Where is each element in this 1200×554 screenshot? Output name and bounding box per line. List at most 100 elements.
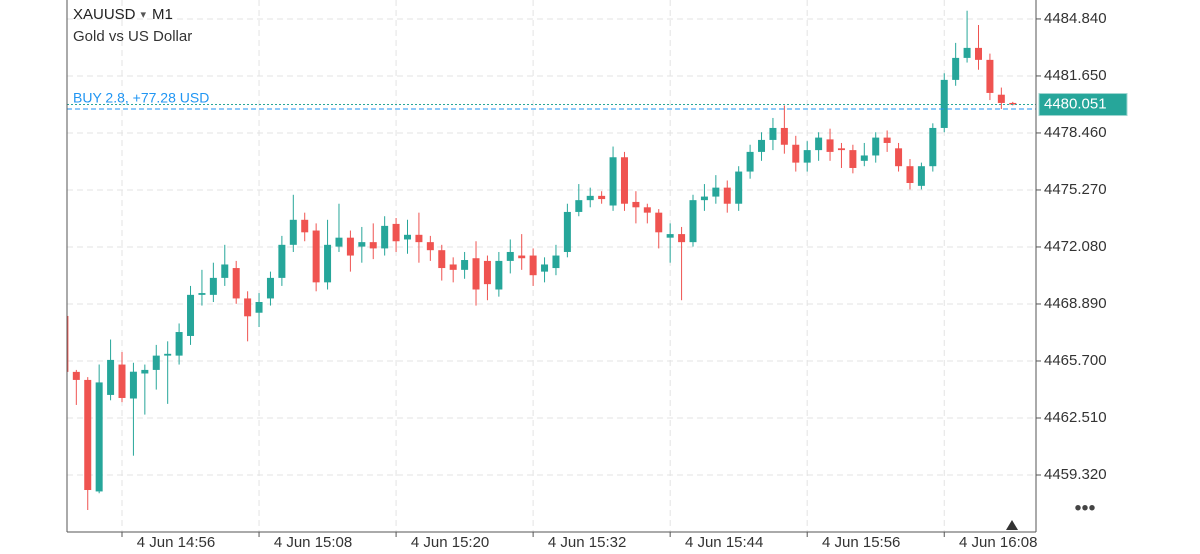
candle-body bbox=[266, 277, 274, 299]
candle-body bbox=[67, 315, 69, 372]
candle-body bbox=[586, 195, 594, 201]
x-tick-label: 4 Jun 15:32 bbox=[548, 534, 626, 551]
y-tick-label: 4462.510 bbox=[1044, 409, 1107, 426]
candle-body bbox=[860, 155, 868, 161]
candle-body bbox=[164, 353, 172, 356]
candle-body bbox=[929, 127, 937, 167]
candle-body bbox=[449, 264, 457, 270]
candle-body bbox=[917, 166, 925, 186]
candle-body bbox=[940, 79, 948, 128]
candle-body bbox=[72, 371, 80, 380]
candle-body bbox=[837, 148, 845, 151]
candle-body bbox=[506, 251, 514, 261]
candle-body bbox=[529, 255, 537, 276]
candle-body bbox=[404, 234, 411, 240]
candle-body bbox=[244, 298, 252, 317]
candle-body bbox=[609, 157, 617, 206]
y-tick-label: 4465.700 bbox=[1044, 352, 1107, 369]
candle-body bbox=[518, 255, 526, 259]
more-menu[interactable]: ••• bbox=[1074, 497, 1095, 519]
candle-body bbox=[541, 264, 549, 272]
candle-body bbox=[575, 200, 583, 212]
candle-body bbox=[620, 157, 628, 204]
candle-body bbox=[872, 137, 880, 156]
candle-body bbox=[209, 277, 217, 295]
candle-body bbox=[666, 234, 674, 238]
candle-body bbox=[906, 166, 914, 183]
candle-body bbox=[118, 364, 126, 398]
candle-body bbox=[358, 242, 366, 247]
candle-body bbox=[95, 382, 103, 492]
x-tick-label: 4 Jun 15:56 bbox=[822, 534, 900, 551]
position-label: BUY 2.8, +77.28 USD bbox=[73, 90, 209, 106]
candle-body bbox=[107, 359, 115, 395]
x-tick-label: 4 Jun 15:08 bbox=[274, 534, 352, 551]
candle-body bbox=[700, 196, 708, 201]
candles bbox=[67, 10, 1036, 511]
candle-body bbox=[346, 237, 354, 256]
candle-body bbox=[735, 171, 743, 204]
candle-body bbox=[952, 57, 960, 80]
candle-body bbox=[963, 47, 971, 58]
header-line: XAUUSD ▾ M1 bbox=[73, 6, 173, 23]
candle-body bbox=[221, 264, 229, 278]
candle-body bbox=[198, 293, 206, 295]
candle-body bbox=[758, 139, 766, 152]
symbol: XAUUSD bbox=[73, 6, 136, 23]
candle-body bbox=[129, 371, 137, 399]
grid bbox=[67, 0, 1036, 532]
candle-body bbox=[335, 237, 343, 247]
candle-body bbox=[689, 200, 697, 243]
candle-body bbox=[461, 260, 469, 270]
dropdown-caret[interactable]: ▾ bbox=[141, 9, 147, 21]
candle-body bbox=[826, 139, 834, 152]
axes: 4459.320 4462.510 4465.700 4468.890 4472.080… bbox=[121, 10, 1107, 551]
candle-body bbox=[301, 219, 309, 233]
candle-body bbox=[643, 207, 651, 213]
candle-body bbox=[472, 258, 480, 290]
candle-body bbox=[232, 268, 240, 299]
candle-body bbox=[598, 195, 606, 200]
candle-body bbox=[986, 59, 994, 93]
candle-body bbox=[769, 127, 777, 140]
y-tick-label: 4459.320 bbox=[1044, 466, 1107, 483]
current-time-marker bbox=[1006, 520, 1018, 530]
candle-body bbox=[815, 137, 823, 151]
candle-body bbox=[803, 150, 811, 163]
candle-body bbox=[175, 332, 183, 356]
y-tick-label: 4484.840 bbox=[1044, 10, 1107, 27]
x-tick-label: 4 Jun 15:44 bbox=[685, 534, 763, 551]
timeframe[interactable]: M1 bbox=[152, 6, 173, 23]
candle-body bbox=[792, 144, 800, 163]
candle-body bbox=[278, 244, 286, 278]
candle-body bbox=[746, 151, 754, 172]
candle-body bbox=[324, 244, 332, 283]
candle-body bbox=[392, 223, 400, 242]
y-tick-label: 4478.460 bbox=[1044, 124, 1107, 141]
candle-body bbox=[426, 242, 434, 251]
candle-body bbox=[289, 219, 297, 245]
candle-body bbox=[369, 242, 377, 249]
candle-body bbox=[1009, 102, 1017, 105]
candle-body bbox=[141, 369, 149, 374]
candle-body bbox=[712, 187, 720, 197]
x-tick-label: 4 Jun 14:56 bbox=[137, 534, 215, 551]
last-price-label: 4480.051 bbox=[1044, 95, 1107, 112]
x-tick-label: 4 Jun 15:20 bbox=[411, 534, 489, 551]
candle-body bbox=[723, 187, 731, 204]
candle-body bbox=[84, 379, 92, 491]
candle-body bbox=[975, 47, 982, 60]
candle-body bbox=[438, 250, 446, 269]
candle-body bbox=[632, 201, 640, 208]
candle-body bbox=[552, 255, 560, 269]
candle-body bbox=[883, 137, 891, 143]
candle-body bbox=[187, 294, 195, 336]
x-tick-label: 4 Jun 16:08 bbox=[959, 534, 1037, 551]
candle-body bbox=[997, 94, 1005, 103]
candle-body bbox=[780, 127, 788, 145]
subtitle: Gold vs US Dollar bbox=[73, 28, 192, 45]
candle-body bbox=[381, 225, 389, 249]
candle-body bbox=[312, 230, 320, 283]
candle-body bbox=[655, 212, 663, 233]
